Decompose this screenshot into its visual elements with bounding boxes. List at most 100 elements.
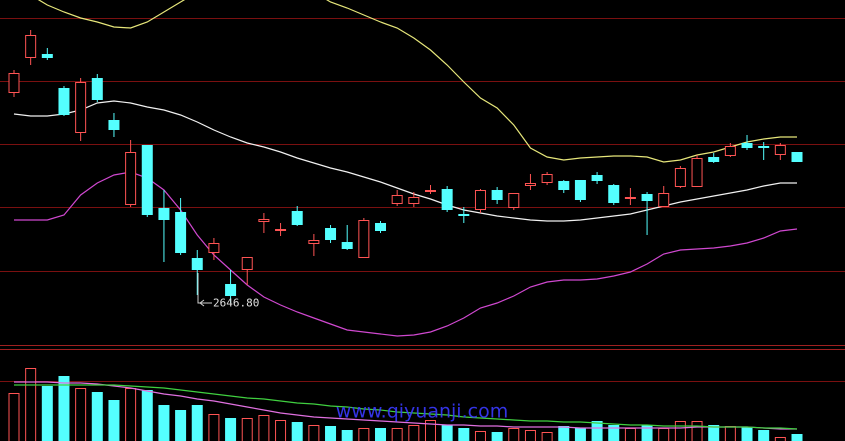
candle-body xyxy=(8,73,20,93)
candle-body xyxy=(175,212,187,253)
volume-bar xyxy=(558,426,570,441)
volume-bar xyxy=(341,430,353,441)
volume-bar xyxy=(424,420,436,441)
candle-body xyxy=(75,82,87,133)
volume-bar xyxy=(391,428,403,441)
candle-body xyxy=(441,189,453,210)
candle-body xyxy=(108,120,120,130)
candle-body xyxy=(474,190,486,210)
volume-bar xyxy=(408,425,420,441)
grid xyxy=(0,18,845,382)
candle-body xyxy=(325,228,337,240)
volume-bar xyxy=(208,414,220,441)
volume-bar xyxy=(524,430,536,441)
candle-body xyxy=(391,195,403,204)
volume-bar xyxy=(175,410,187,441)
volume-bar xyxy=(191,405,203,441)
band-line xyxy=(37,0,797,163)
volume-ma-line xyxy=(14,384,798,430)
volume-bar xyxy=(624,428,636,441)
volume-bar xyxy=(458,428,470,441)
volume-bar xyxy=(8,393,20,441)
volume-bar xyxy=(308,425,320,441)
candle-body xyxy=(791,152,803,162)
candle-body xyxy=(491,190,503,200)
candle-body xyxy=(141,145,153,215)
volume-bar xyxy=(441,425,453,441)
candle-body xyxy=(624,197,636,199)
candle-body xyxy=(191,258,203,270)
candle-body xyxy=(41,54,53,58)
candle-body xyxy=(91,78,103,100)
volume-bar xyxy=(791,434,803,441)
candle-body xyxy=(741,143,753,148)
candle-body xyxy=(258,219,270,222)
candle-body xyxy=(724,146,736,156)
candle-body xyxy=(508,193,520,208)
candle-body xyxy=(125,152,137,205)
candle-body xyxy=(25,35,37,58)
candle-body xyxy=(708,157,720,162)
volume-bar xyxy=(474,431,486,441)
volume-ma-line xyxy=(14,381,797,430)
candle-body xyxy=(291,211,303,225)
candle-body xyxy=(225,284,237,296)
price-panel xyxy=(8,0,803,337)
candle-body xyxy=(458,214,470,216)
candle-body xyxy=(674,168,686,187)
candle-body xyxy=(591,175,603,181)
volume-bar xyxy=(158,405,170,441)
volume-bar xyxy=(41,386,53,441)
volume-bar xyxy=(608,425,620,441)
volume-bar xyxy=(58,376,70,441)
volume-panel xyxy=(8,368,803,441)
candle-body xyxy=(774,145,786,155)
volume-bar xyxy=(91,392,103,441)
candle-body xyxy=(691,158,703,187)
candle-body xyxy=(308,240,320,244)
candle-body xyxy=(658,193,670,207)
volume-bar xyxy=(541,432,553,441)
volume-bar xyxy=(325,426,337,441)
candle-body xyxy=(241,257,253,270)
candle-body xyxy=(341,242,353,249)
volume-bar xyxy=(225,418,237,441)
candle-body xyxy=(558,181,570,190)
candle-body xyxy=(758,146,770,148)
candle-body xyxy=(275,229,287,231)
candle-body xyxy=(375,223,387,231)
annotation-label: 2646.80 xyxy=(213,297,259,310)
volume-bar xyxy=(724,426,736,441)
volume-bar xyxy=(241,418,253,441)
volume-bar xyxy=(574,428,586,441)
volume-bar xyxy=(674,421,686,441)
volume-bar xyxy=(774,437,786,441)
volume-bar xyxy=(708,425,720,441)
volume-bar xyxy=(258,415,270,441)
volume-bar xyxy=(658,428,670,441)
candle-body xyxy=(608,185,620,203)
volume-bar xyxy=(691,421,703,441)
candle-body xyxy=(641,194,653,201)
candle-body xyxy=(58,88,70,115)
volume-bar xyxy=(358,428,370,441)
candle-body xyxy=(158,208,170,220)
volume-bar xyxy=(25,368,37,441)
volume-bar xyxy=(125,388,137,441)
candle-body xyxy=(208,243,220,253)
volume-bar xyxy=(591,421,603,441)
candle-body xyxy=(408,197,420,204)
annotation-arrow xyxy=(199,299,205,307)
candle-body xyxy=(574,180,586,200)
volume-bar xyxy=(291,422,303,441)
volume-bar xyxy=(108,400,120,441)
watermark: www.qiyuanji.com xyxy=(336,401,508,423)
volume-bar xyxy=(75,388,87,441)
volume-bar xyxy=(508,428,520,441)
candle-body xyxy=(358,220,370,258)
candle-body xyxy=(541,174,553,183)
volume-bar xyxy=(275,420,287,441)
